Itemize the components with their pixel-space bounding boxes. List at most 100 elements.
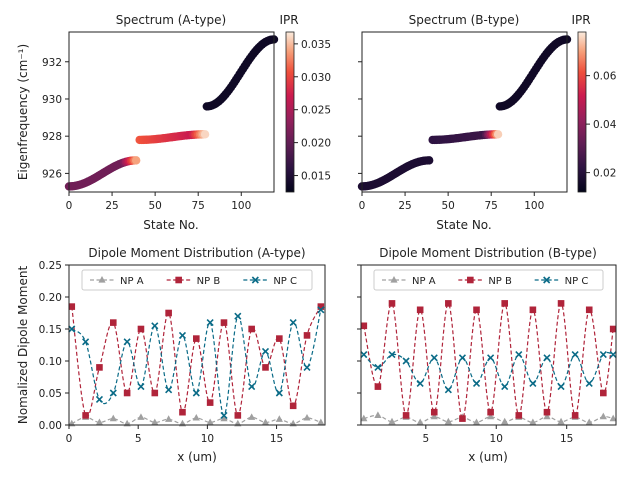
marker-triangle	[599, 412, 607, 420]
x-tick-label: 5	[135, 433, 142, 445]
x-tick-label: 15	[270, 433, 283, 445]
marker-square	[543, 408, 551, 416]
spectrum-a-yticks: 926 928 930 932	[42, 57, 69, 180]
marker-x	[248, 383, 256, 391]
marker-x	[609, 351, 617, 359]
marker-x	[251, 276, 259, 284]
marker-square	[416, 306, 424, 314]
marker-x	[599, 351, 607, 359]
marker-square	[317, 303, 325, 310]
marker-square	[388, 300, 396, 307]
spectrum-a-colorbar-ticks: 0.015 0.020 0.025 0.030 0.035	[294, 39, 331, 183]
marker-x	[123, 338, 131, 346]
x-tick-label: 50	[441, 200, 454, 212]
colorbar-tick-label: 0.020	[301, 138, 331, 150]
marker-x	[444, 386, 452, 394]
y-tick-label: 932	[42, 57, 62, 69]
dipole-b-yticks	[357, 264, 361, 426]
marker-x	[416, 379, 424, 387]
marker-triangle	[487, 412, 495, 420]
marker-x	[430, 354, 438, 362]
marker-triangle	[444, 417, 452, 425]
x-tick-label: 100	[524, 200, 544, 212]
dipole-a-xlabel: x (um)	[177, 450, 217, 464]
marker-x	[82, 338, 90, 346]
dipole-b-xlabel: x (um)	[468, 450, 508, 464]
marker-x	[487, 354, 495, 362]
marker-triangle	[317, 418, 325, 426]
x-tick-label: 25	[398, 200, 411, 212]
marker-x	[95, 395, 104, 403]
y-tick-label: 0.15	[39, 324, 62, 336]
marker-square	[276, 335, 283, 342]
marker-x	[402, 357, 410, 365]
dipole-b-xticks: 5 10 15	[422, 425, 573, 445]
x-tick-label: 5	[422, 433, 429, 445]
colorbar-tick-label: 0.035	[301, 39, 331, 51]
marker-square	[430, 408, 438, 416]
spectrum-b-xticks: 0 25 50 75 100	[359, 192, 544, 212]
x-tick-label: 15	[560, 433, 573, 445]
marker-square	[467, 276, 474, 284]
colorbar-tick-label: 0.030	[301, 72, 331, 84]
x-tick-label: 0	[66, 200, 73, 212]
marker-triangle	[261, 418, 270, 426]
marker-square	[82, 412, 89, 419]
dipole-b-frame	[360, 264, 617, 426]
marker-x	[137, 383, 145, 391]
marker-square	[459, 415, 466, 422]
marker-triangle	[165, 415, 173, 422]
marker-square	[220, 319, 228, 326]
x-tick-label: 10	[201, 433, 214, 445]
marker-square	[193, 335, 200, 342]
marker-x	[261, 347, 270, 355]
marker-x	[571, 351, 579, 359]
dipole-a-ylabel: Nomalized Dipole Moment	[16, 266, 30, 425]
colorbar-tick-label: 0.025	[301, 105, 331, 117]
marker-x	[275, 389, 283, 397]
marker-triangle	[248, 413, 256, 420]
data-point	[200, 130, 210, 139]
marker-x	[472, 379, 481, 387]
marker-triangle	[192, 413, 200, 421]
spectrum-a-title: Spectrum (A-type)	[116, 13, 226, 27]
marker-square	[109, 319, 117, 326]
dipole-a-yticks: 0.00 0.05 0.10 0.15 0.20 0.25	[39, 260, 69, 432]
marker-x	[206, 319, 214, 327]
marker-square	[165, 309, 172, 317]
spectrum-a-ylabel: Eigenfrequency (cm⁻¹)	[16, 44, 30, 180]
legend-label: NP B	[488, 276, 512, 287]
colorbar-tick-label: 0.02	[593, 168, 616, 180]
spectrum-b-points	[357, 35, 572, 191]
marker-triangle	[151, 418, 159, 426]
colorbar-tick-label: 0.06	[593, 71, 617, 83]
x-tick-label: 50	[148, 200, 161, 212]
marker-triangle	[472, 418, 481, 426]
marker-x	[515, 351, 523, 359]
series-line-np-c	[71, 309, 322, 417]
legend-label: NP C	[565, 276, 589, 287]
marker-x	[529, 379, 537, 387]
dipole-b-series	[360, 300, 617, 426]
marker-square	[96, 364, 103, 371]
marker-square	[179, 408, 186, 416]
marker-triangle	[360, 414, 368, 422]
spectrum-a-points	[64, 35, 279, 191]
marker-x	[178, 331, 187, 339]
spectrum-b-xlabel: State No.	[436, 218, 492, 232]
spectrum-b-yticks	[358, 61, 362, 174]
colorbar-tick-label: 0.04	[593, 119, 617, 131]
marker-square	[289, 402, 297, 410]
marker-square	[501, 300, 509, 307]
y-tick-label: 0.05	[39, 388, 62, 400]
y-tick-label: 930	[42, 94, 62, 106]
spectrum-b-colorbar	[577, 31, 587, 193]
dipole-b-legend: NP A NP B NP C	[373, 269, 604, 291]
data-point	[493, 130, 503, 139]
marker-triangle	[543, 412, 551, 420]
x-tick-label: 25	[105, 200, 118, 212]
dipole-a-legend: NP A NP B NP C	[81, 269, 313, 291]
marker-square	[206, 399, 214, 406]
marker-x	[501, 383, 509, 391]
marker-x	[374, 363, 382, 371]
